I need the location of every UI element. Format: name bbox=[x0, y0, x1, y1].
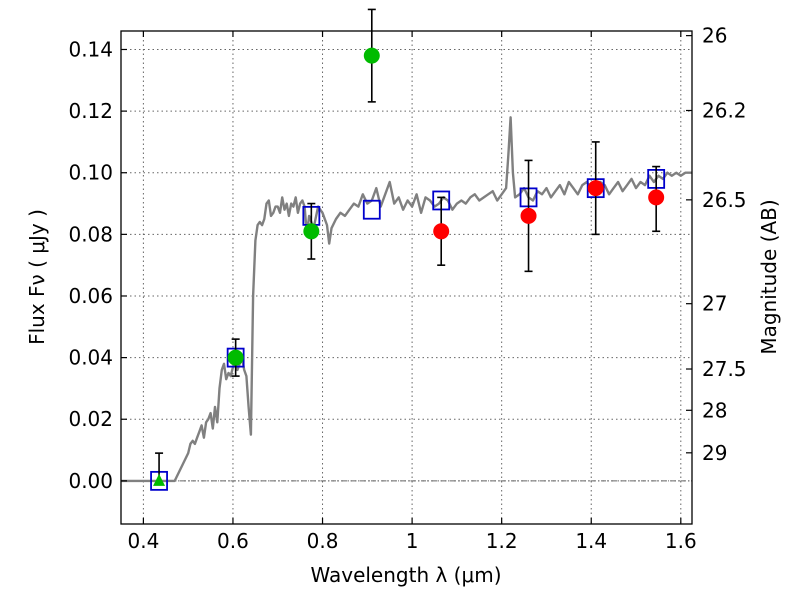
y2-tick-label: 26.5 bbox=[702, 188, 747, 212]
y-axis-ticks: 0.00 0.02 0.04 0.06 0.08 0.10 0.12 0.14 bbox=[68, 37, 127, 493]
y-axis-label: Flux Fν ( μJy ) bbox=[25, 209, 49, 345]
data-points bbox=[150, 8, 666, 491]
y2-tick-label: 26 bbox=[702, 24, 727, 48]
y-tick-label: 0.14 bbox=[68, 37, 113, 61]
plot-frame bbox=[120, 30, 693, 525]
grid bbox=[121, 31, 692, 524]
observed-flux-point bbox=[227, 349, 244, 366]
y2-tick-label: 27 bbox=[702, 292, 727, 316]
x-tick-label: 0.6 bbox=[217, 529, 249, 553]
model-spectrum-line bbox=[121, 116, 692, 483]
model-photometry-square bbox=[362, 199, 381, 220]
y-tick-label: 0.06 bbox=[68, 284, 113, 308]
y2-tick-label: 29 bbox=[702, 441, 727, 465]
y-tick-label: 0.12 bbox=[68, 99, 113, 123]
y2-tick-label: 28 bbox=[702, 398, 727, 422]
y-tick-label: 0.02 bbox=[68, 407, 113, 431]
observed-flux-point bbox=[303, 223, 320, 240]
x-tick-label: 1 bbox=[406, 529, 419, 553]
y2-tick-label: 27.5 bbox=[702, 357, 747, 381]
observed-flux-point bbox=[648, 189, 665, 206]
observed-flux-point bbox=[363, 47, 380, 64]
x-axis-ticks: 0.4 0.6 0.8 1 1.2 1.4 1.6 bbox=[127, 31, 697, 553]
x-axis-label: Wavelength λ (μm) bbox=[310, 563, 501, 587]
y2-axis-ticks: 26 26.2 26.5 27 27.5 28 29 bbox=[686, 24, 747, 465]
x-tick-label: 0.8 bbox=[307, 529, 339, 553]
observed-flux-point bbox=[587, 180, 604, 197]
x-tick-label: 0.4 bbox=[127, 529, 159, 553]
observed-flux-point bbox=[520, 207, 537, 224]
y-tick-label: 0.04 bbox=[68, 346, 113, 370]
y2-axis-label: Magnitude (AB) bbox=[757, 199, 781, 354]
y2-tick-label: 26.2 bbox=[702, 98, 747, 122]
x-tick-label: 1.4 bbox=[575, 529, 607, 553]
x-tick-label: 1.6 bbox=[665, 529, 697, 553]
y-tick-label: 0.00 bbox=[68, 469, 113, 493]
observed-flux-point bbox=[433, 223, 450, 240]
y-tick-label: 0.08 bbox=[68, 222, 113, 246]
upper-limit-triangle bbox=[153, 473, 166, 486]
y-tick-label: 0.10 bbox=[68, 161, 113, 185]
model-spectrum bbox=[121, 116, 692, 483]
x-tick-label: 1.2 bbox=[486, 529, 518, 553]
